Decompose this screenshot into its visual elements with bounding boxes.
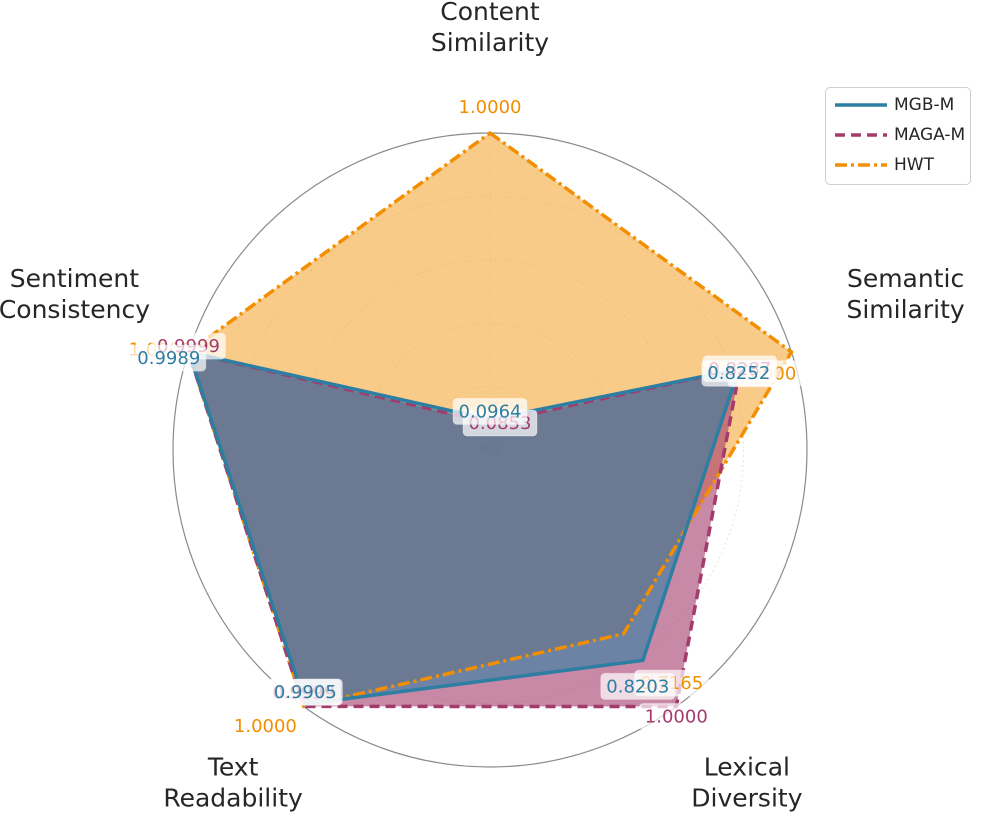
series-fill-mgb-m [188,352,739,704]
value-label-text: 0.9989 [137,348,200,369]
value-label-mgb-m-2: 0.8252 [701,359,777,387]
value-label-text: 0.0964 [459,401,522,422]
legend-label-mgb-m: MGB-M [894,95,955,115]
axis-label-lexical-diversity: Lexical Diversity [691,753,802,813]
value-label-mgb-m-5: 0.9989 [131,344,207,372]
legend-label-maga-m: MAGA-M [894,125,966,145]
value-label-text: 0.8203 [606,676,669,697]
legend-line-maga-m [835,133,887,137]
axis-label-content-similarity: Content Similarity [431,0,549,57]
axis-label-text-readability: Text Readability [163,753,303,813]
legend-item-mgb-m: MGB-M [826,93,970,119]
axis-label-line: Similarity [846,295,964,324]
legend-line-mgb-m [835,103,887,107]
value-label-text: 0.8252 [707,363,770,384]
axis-label-sentiment-consistency: Sentiment Consistency [0,264,150,324]
value-labels: 1.00001.00000.71651.00001.00000.08530.82… [122,93,803,740]
series-line-hwt [186,131,794,709]
legend-line-hwt [835,163,887,167]
value-label-box [701,359,777,387]
value-label-text: 1.0000 [234,716,297,737]
value-label-hwt-4: 1.0000 [227,712,303,740]
chart-legend: MGB-M MAGA-M HWT [825,87,971,185]
value-label-mgb-m-4: 0.9905 [267,678,343,706]
axis-label-line: Sentiment [10,264,139,293]
value-label-text: 1.0000 [459,97,522,118]
value-label-text: 1.0000 [645,707,708,728]
legend-item-maga-m: MAGA-M [826,123,970,149]
value-label-box [452,397,528,425]
legend-label-hwt: HWT [894,155,934,175]
value-label-mgb-m-3: 0.8203 [600,672,676,700]
legend-item-hwt: HWT [826,153,970,179]
value-label-box [452,93,528,121]
value-label-hwt-1: 1.0000 [452,93,528,121]
value-label-box [267,678,343,706]
axis-label-line: Similarity [431,28,549,57]
axis-label-line: Consistency [0,295,150,324]
value-label-text: 0.9905 [274,682,337,703]
axis-label-line: Readability [163,784,303,813]
axis-label-line: Lexical [704,753,790,782]
axis-label-line: Diversity [691,784,802,813]
axis-label-line: Text [207,753,259,782]
series-line-mgb-m [187,350,741,706]
value-label-box [131,344,207,372]
value-label-box [600,672,676,700]
axis-label-line: Content [440,0,540,26]
value-label-box [227,712,303,740]
axis-label-semantic-similarity: Semantic Similarity [846,264,964,324]
value-label-mgb-m-1: 0.0964 [452,397,528,425]
axis-label-line: Semantic [847,264,964,293]
value-label-maga-m-3: 1.0000 [638,703,714,730]
value-label-box [638,703,714,730]
